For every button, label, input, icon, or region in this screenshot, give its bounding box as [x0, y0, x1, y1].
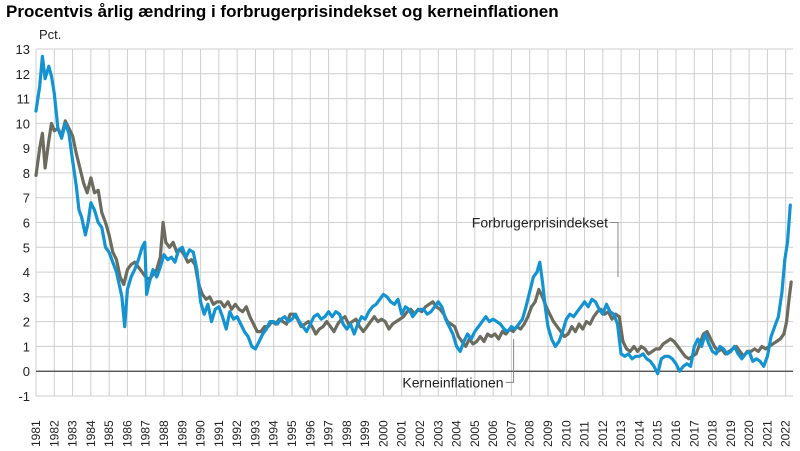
- x-tick-label: 1988: [157, 420, 171, 447]
- x-tick-label: 2006: [486, 420, 500, 447]
- x-tick-label: 1987: [139, 420, 153, 447]
- x-tick-label: 1990: [194, 420, 208, 447]
- x-tick-label: 2009: [541, 420, 555, 447]
- y-tick-label: 5: [23, 240, 30, 255]
- x-tick-label: 2010: [559, 420, 573, 447]
- x-tick-label: 1982: [47, 420, 61, 447]
- y-tick-label: 7: [23, 191, 30, 206]
- x-tick-label: 1998: [340, 420, 354, 447]
- annotation-leader-line: [505, 338, 515, 383]
- y-tick-label: 6: [23, 216, 30, 231]
- y-tick-label: 3: [23, 290, 30, 305]
- x-tick-label: 1993: [248, 420, 262, 447]
- x-tick-label: 2020: [742, 420, 756, 447]
- chart-title: Procentvis årlig ændring i forbrugerpris…: [6, 2, 559, 21]
- series-lines: [34, 54, 793, 376]
- annotation-leader-line: [609, 222, 619, 278]
- series-annotations: Forbrugerprisindekset Kerneinflationen: [402, 215, 619, 390]
- x-tick-label: 2014: [632, 420, 646, 447]
- x-tick-label: 1986: [120, 420, 134, 447]
- grid-lines: [35, 48, 793, 397]
- annotation-forbrugerprisindekset: Forbrugerprisindekset: [472, 215, 608, 231]
- x-tick-label: 1985: [102, 420, 116, 447]
- x-tick-label: 1997: [322, 420, 336, 447]
- y-tick-label: 4: [23, 265, 30, 280]
- x-tick-label: 1994: [267, 420, 281, 447]
- y-tick-label: 11: [17, 92, 31, 107]
- x-tick-label: 2012: [596, 420, 610, 447]
- x-tick-label: 1996: [303, 420, 317, 447]
- x-tick-label: 2008: [523, 420, 537, 447]
- x-tick-label: 1999: [358, 420, 372, 447]
- x-tick-label: 2017: [687, 420, 701, 447]
- x-tick-label: 1992: [230, 420, 244, 447]
- x-tick-label: 2021: [760, 420, 774, 447]
- x-tick-label: 2016: [669, 420, 683, 447]
- x-axis: 1981 1982 1983 1984 1985 1986 1987 1988 1989 1990…: [29, 420, 793, 447]
- x-tick-label: 1991: [212, 420, 226, 447]
- x-tick-label: 1995: [285, 420, 299, 447]
- y-tick-label: 0: [23, 364, 30, 379]
- x-tick-label: 2018: [706, 420, 720, 447]
- x-tick-label: 2022: [779, 420, 793, 447]
- x-tick-label: 2001: [395, 420, 409, 447]
- y-tick-label: 2: [23, 315, 30, 330]
- x-tick-label: 1984: [84, 420, 98, 447]
- y-tick-label: 8: [23, 166, 30, 181]
- x-tick-label: 1981: [29, 420, 43, 447]
- x-tick-label: 1983: [66, 420, 80, 447]
- y-tick-label: 1: [23, 339, 30, 354]
- x-tick-label: 2013: [614, 420, 628, 447]
- series-line-kerneinflationen: [34, 119, 793, 361]
- x-tick-label: 2019: [724, 420, 738, 447]
- x-tick-label: 2002: [413, 420, 427, 447]
- y-tick-label: -1: [18, 389, 30, 404]
- series-line-forbrugerprisindekset: [34, 54, 792, 376]
- x-tick-label: 2004: [450, 420, 464, 447]
- x-tick-label: 2003: [431, 420, 445, 447]
- x-tick-label: 2005: [468, 420, 482, 447]
- y-tick-label: 13: [16, 42, 30, 57]
- x-tick-label: 2011: [578, 421, 592, 447]
- annotation-kerneinflationen: Kerneinflationen: [402, 374, 503, 390]
- x-tick-label: 2000: [376, 420, 390, 447]
- y-axis-label: Pct.: [39, 27, 61, 42]
- y-tick-label: 9: [23, 141, 30, 156]
- x-tick-label: 1989: [175, 420, 189, 447]
- x-tick-label: 2007: [504, 420, 518, 447]
- y-tick-label: 10: [16, 116, 30, 131]
- y-tick-label: 12: [16, 67, 30, 82]
- x-tick-label: 2015: [651, 420, 665, 447]
